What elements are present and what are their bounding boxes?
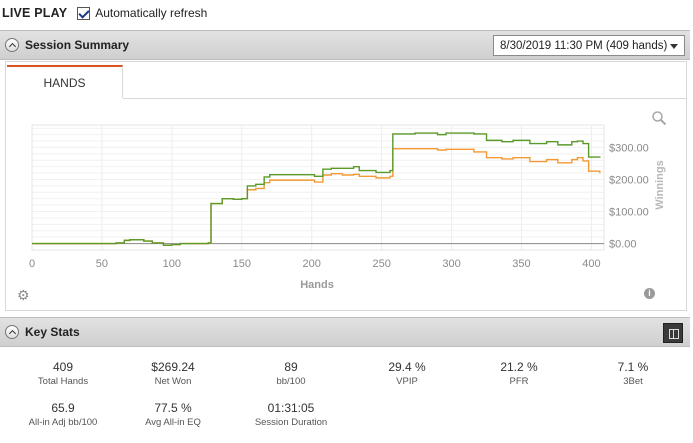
x-tick-label-300: 300 (442, 258, 460, 270)
session-select[interactable]: 8/30/2019 11:30 PM (409 hands) (493, 35, 685, 56)
x-axis-label: Hands (300, 279, 334, 291)
stat-value: 01:31:05 (267, 401, 315, 415)
key-stats-title: Key Stats (25, 325, 80, 339)
auto-refresh-checkbox[interactable] (77, 6, 91, 20)
stat-bb-100: 89 bb/100 (236, 360, 346, 387)
y-tick-label-200: $200.00 (609, 174, 649, 186)
stat-all-in-adj-bb-100: 65.9 All-in Adj bb/100 (8, 401, 118, 428)
y-tick-label-100: $100.00 (609, 207, 649, 219)
y-tick-label-0: $0.00 (609, 239, 637, 251)
stat-label: bb/100 (276, 376, 306, 387)
stat-value: 21.2 % (500, 360, 538, 374)
stat-vpip: 29.4 % VPIP (352, 360, 462, 387)
stat-value: 89 (284, 360, 298, 374)
x-tick-label-400: 400 (582, 258, 600, 270)
stat-label: Net Won (154, 376, 192, 387)
x-tick-label-50: 50 (96, 258, 108, 270)
stat-total-hands: 409 Total Hands (8, 360, 118, 387)
stat-value: $269.24 (151, 360, 195, 374)
x-tick-label-350: 350 (512, 258, 530, 270)
stat-pfr: 21.2 % PFR (464, 360, 574, 387)
stat-value: 7.1 % (617, 360, 649, 374)
gear-icon[interactable]: ⚙ (17, 287, 30, 303)
stat-label: 3Bet (623, 376, 643, 387)
stat-3bet: 7.1 % 3Bet (578, 360, 688, 387)
chart-panel: HANDS 0 50 100 150 200 250 300 350 400 $0.00 $100… (5, 61, 687, 311)
x-tick-label-250: 250 (372, 258, 390, 270)
stat-value: 29.4 % (388, 360, 426, 374)
session-summary-title: Session Summary (25, 38, 130, 52)
chevron-up-icon[interactable] (5, 38, 19, 52)
key-stats-header: Key Stats (0, 317, 690, 347)
y-axis-label: Winnings (654, 160, 666, 209)
stat-session-duration: 01:31:05 Session Duration (236, 401, 346, 428)
x-tick-label-200: 200 (303, 258, 321, 270)
session-select-value: 8/30/2019 11:30 PM (409 hands) (500, 39, 668, 52)
plot-frame (31, 124, 605, 251)
tab-hands[interactable]: HANDS (7, 65, 123, 98)
x-tick-label-0: 0 (29, 258, 35, 270)
stat-label: Total Hands (37, 376, 89, 387)
tab-divider (123, 98, 686, 99)
stat-label: Avg All-in EQ (145, 417, 201, 428)
page-title: LIVE PLAY (2, 6, 68, 20)
stat-label: PFR (509, 376, 529, 387)
zoom-icon[interactable] (651, 110, 667, 126)
stat-label: All-in Adj bb/100 (28, 417, 98, 428)
layout-toggle-icon[interactable] (663, 323, 683, 343)
chevron-down-icon (670, 44, 678, 49)
info-icon[interactable]: i (644, 288, 655, 299)
session-summary-header: Session Summary 8/30/2019 11:30 PM (409 … (0, 30, 690, 60)
top-bar: LIVE PLAY Automatically refresh (0, 0, 693, 26)
x-tick-label-100: 100 (163, 258, 181, 270)
stat-net-won: $269.24 Net Won (118, 360, 228, 387)
winnings-chart: 0 50 100 150 200 250 300 350 400 $0.00 $100.00 $20… (29, 124, 666, 291)
y-tick-label-300: $300.00 (609, 142, 649, 154)
tab-hands-label: HANDS (43, 75, 86, 90)
stat-label: Session Duration (254, 417, 328, 428)
stat-value: 77.5 % (154, 401, 192, 415)
stat-value: 409 (52, 360, 74, 374)
chevron-up-icon[interactable] (5, 325, 19, 339)
auto-refresh-label[interactable]: Automatically refresh (95, 6, 208, 20)
stat-avg-all-in-eq: 77.5 % Avg All-in EQ (118, 401, 228, 428)
stat-label: VPIP (396, 376, 418, 387)
series-line-0 (32, 132, 601, 246)
stat-value: 65.9 (51, 401, 75, 415)
x-tick-label-150: 150 (233, 258, 251, 270)
